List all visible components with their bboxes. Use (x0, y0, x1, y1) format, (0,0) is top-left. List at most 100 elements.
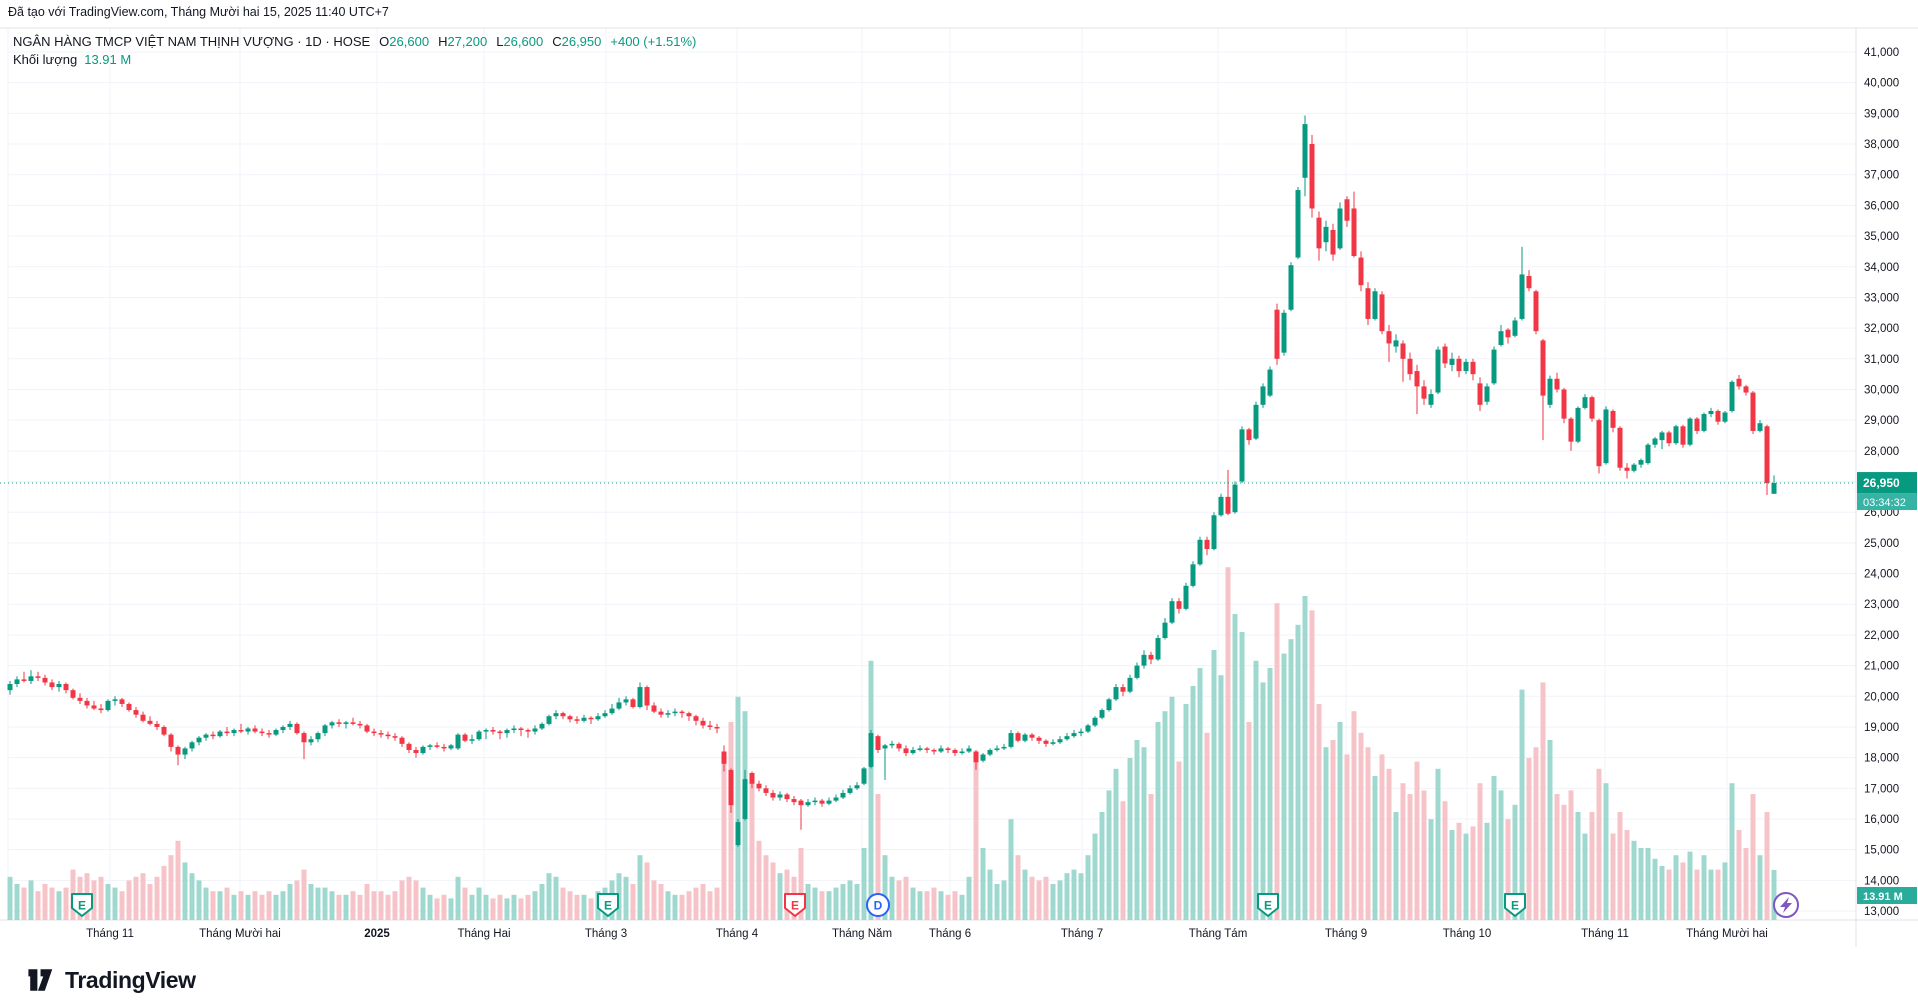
last-price-label[interactable]: 26,950 03:34:32 (1857, 472, 1917, 511)
volume-bar (1036, 880, 1042, 920)
candle-body (1435, 349, 1441, 393)
candle-body (1022, 734, 1028, 741)
volume-bar (434, 898, 440, 920)
candle-body (1575, 407, 1581, 442)
candle-body (448, 745, 454, 749)
volume-bar (1379, 754, 1385, 920)
candle-body (1106, 699, 1112, 711)
volume-bar (812, 887, 818, 920)
time-axis-label: Tháng 3 (585, 928, 627, 940)
candle-body (1330, 229, 1336, 255)
volume-bar (686, 891, 692, 920)
candle-body (910, 749, 916, 754)
volume-title[interactable]: Khối lượng (13, 52, 78, 67)
symbol-title[interactable]: NGÂN HÀNG TMCP VIỆT NAM THỊNH VƯỢNG · 1D… (13, 34, 371, 49)
tradingview-logo[interactable]: TradingView (24, 962, 196, 998)
candle-body (301, 733, 307, 743)
event-badge-shape (866, 893, 890, 917)
volume-bar (861, 848, 867, 920)
volume-bar (665, 891, 671, 920)
volume-bar (945, 894, 951, 920)
volume-bar (714, 887, 720, 920)
volume-bar (49, 887, 55, 920)
volume-bar (637, 855, 643, 920)
candle-body (154, 723, 160, 727)
candle-body (735, 822, 741, 846)
time-axis-label: Tháng Tám (1189, 928, 1248, 940)
volume-bar (7, 876, 13, 920)
volume-badge-box (1857, 887, 1917, 904)
volume-axis-label[interactable]: 13.91 M (1857, 887, 1917, 904)
volume-bar (1316, 704, 1322, 920)
candle-body (1155, 637, 1161, 660)
volume-bar (1141, 747, 1147, 920)
volume-bar (924, 891, 930, 920)
volume-bar (1659, 866, 1665, 920)
volume-bar (693, 887, 699, 920)
earnings-event-icon[interactable]: E (784, 893, 806, 917)
candle-body (1344, 199, 1350, 221)
price-axis-label: 23,000 (1864, 599, 1899, 611)
event-badge-letter: E (1264, 899, 1272, 913)
price-axis-label: 40,000 (1864, 78, 1899, 90)
volume-bar (1407, 794, 1413, 920)
volume-bar (140, 873, 146, 920)
volume-bar (161, 866, 167, 920)
volume-bar (1253, 660, 1259, 920)
candle-body (987, 749, 993, 755)
price-axis-label: 38,000 (1864, 139, 1899, 151)
candle-body (1617, 427, 1623, 468)
time-axis-label: Tháng 9 (1325, 928, 1367, 940)
lightning-bolt-icon (1780, 897, 1792, 913)
volume-bar (1694, 869, 1700, 920)
candle-body (1211, 515, 1217, 550)
volume-bar (126, 880, 132, 920)
earnings-event-icon[interactable]: E (1504, 893, 1526, 917)
candle-body (1288, 265, 1294, 310)
earnings-event-icon[interactable]: E (1257, 893, 1279, 917)
volume-bar (1386, 768, 1392, 920)
volume-bar (1680, 862, 1686, 920)
volume-bar (1757, 855, 1763, 920)
dividend-event-icon[interactable]: D (866, 893, 890, 917)
volume-bar (1750, 794, 1756, 920)
volume-bar (1309, 610, 1315, 920)
volume-bar (287, 884, 293, 920)
candle-body (1554, 378, 1560, 390)
volume-bar (1106, 790, 1112, 920)
candle-body (280, 726, 286, 731)
volume-bar (1547, 740, 1553, 920)
volume-bar (651, 880, 657, 920)
candle-body (1764, 426, 1770, 484)
volume-bar (1687, 851, 1693, 920)
price-axis-label: 31,000 (1864, 354, 1899, 366)
candle-body (182, 748, 188, 755)
volume-bar (1771, 869, 1777, 920)
candle-body (322, 725, 328, 734)
volume-bar (217, 891, 223, 920)
volume-bar (427, 894, 433, 920)
volume-bar (1050, 884, 1056, 920)
candle-body (1295, 190, 1301, 258)
candle-body (1302, 124, 1308, 178)
earnings-event-icon[interactable]: E (71, 893, 93, 917)
candle-body (70, 690, 76, 698)
candle-body (1323, 226, 1329, 243)
volume-bar (315, 887, 321, 920)
tradingview-mark-icon (28, 969, 53, 991)
candle-body (1127, 677, 1133, 692)
volume-bar (1554, 794, 1560, 920)
event-badge-shape (1257, 893, 1279, 917)
volume-bar (1736, 830, 1742, 920)
candle-body (693, 716, 699, 721)
volume-bar (532, 891, 538, 920)
flash-event-icon[interactable] (1773, 892, 1799, 918)
volume-bar (42, 884, 48, 920)
volume-bar (1197, 668, 1203, 920)
ohlc-l: L26,600 (496, 34, 544, 49)
candle-body (707, 725, 713, 727)
candle-body (1029, 734, 1035, 738)
volume-bar (322, 887, 328, 920)
earnings-event-icon[interactable]: E (597, 893, 619, 917)
